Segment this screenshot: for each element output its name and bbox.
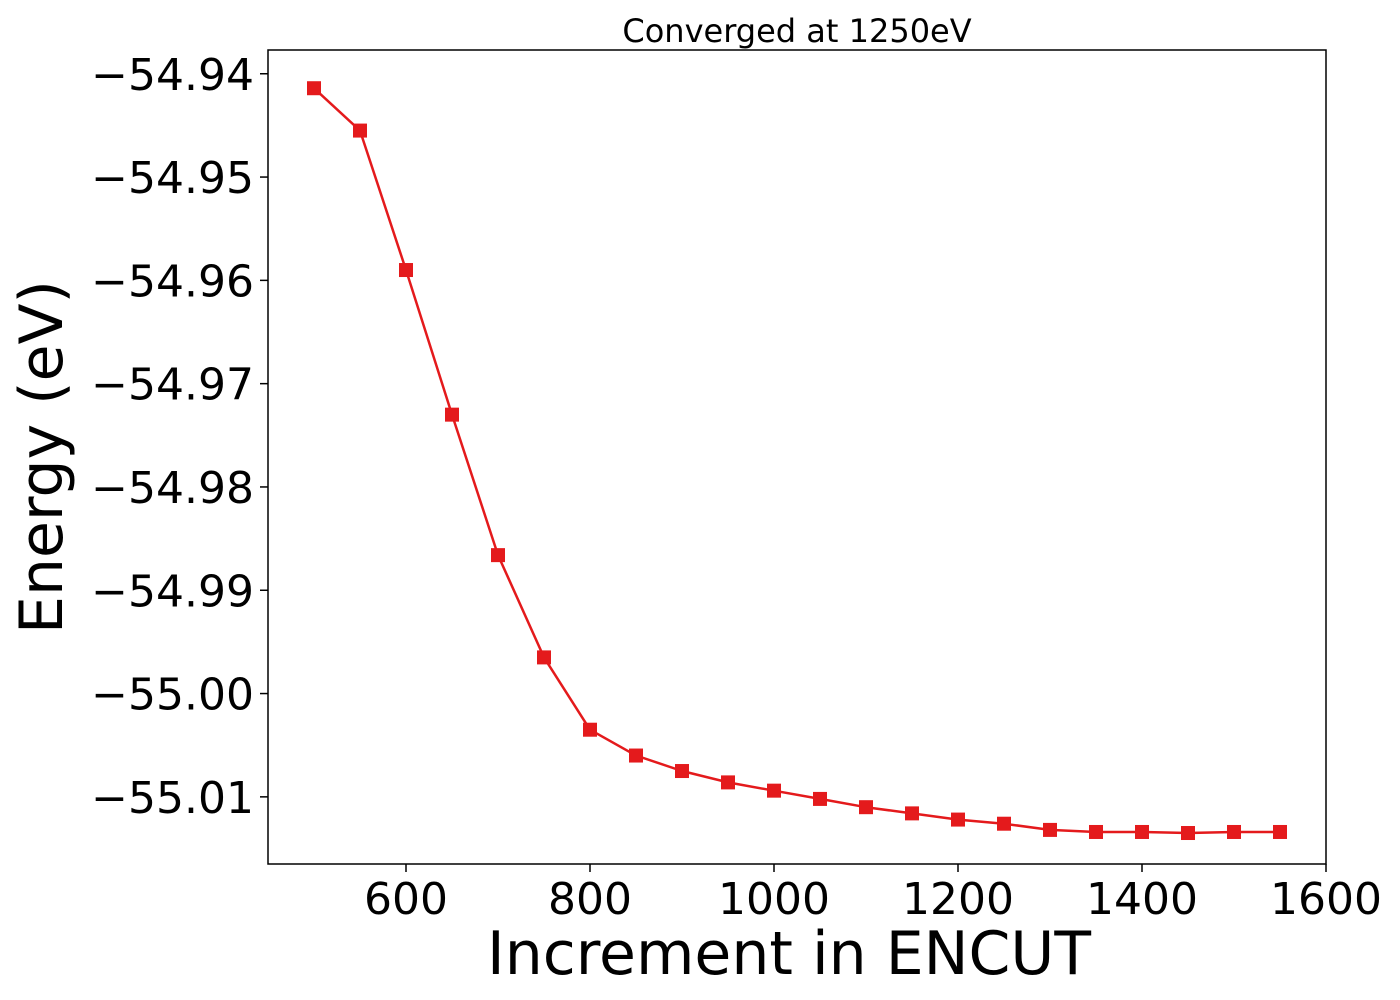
data-point	[537, 650, 551, 665]
data-point	[813, 791, 827, 806]
x-axis-ticks: 600 800 1000 1200 1400 1600	[364, 864, 1382, 925]
data-point	[1089, 824, 1103, 839]
y-axis-ticks: −54.94 −54.95 −54.96 −54.97 −54.98 −54.99 −55.…	[91, 50, 268, 824]
data-point	[445, 407, 459, 422]
series-line	[313, 87, 1280, 835]
data-point	[583, 722, 597, 737]
x-tick-label: 1600	[1270, 874, 1382, 925]
x-tick-label: 800	[548, 874, 632, 925]
y-tick-label: −54.99	[91, 566, 254, 617]
series-group	[307, 81, 1287, 841]
data-point	[905, 806, 919, 821]
x-tick-label: 600	[364, 874, 448, 925]
data-point	[353, 123, 367, 138]
x-axis-label: Increment in ENCUT	[487, 919, 1091, 989]
chart-title: Converged at 1250eV	[622, 12, 971, 50]
data-point	[629, 748, 643, 763]
y-tick-label: −54.95	[91, 153, 254, 204]
x-tick-label: 1000	[718, 874, 830, 925]
data-point	[399, 263, 413, 278]
y-tick-label: −55.01	[91, 773, 254, 824]
plot-frame	[267, 49, 1327, 865]
data-point	[1227, 824, 1241, 839]
y-tick-label: −54.96	[91, 256, 254, 307]
y-tick-label: −55.00	[91, 670, 254, 721]
data-point	[307, 81, 321, 96]
y-tick-label: −54.98	[91, 463, 254, 514]
data-point	[951, 812, 965, 827]
data-point	[997, 816, 1011, 831]
data-point	[1273, 824, 1287, 839]
data-point	[859, 800, 873, 815]
y-tick-label: −54.97	[91, 360, 254, 411]
data-point	[1135, 824, 1149, 839]
data-point	[675, 764, 689, 779]
data-point	[721, 775, 735, 790]
data-point	[1181, 826, 1195, 841]
data-point	[1043, 822, 1057, 837]
y-tick-label: −54.94	[91, 50, 254, 101]
x-tick-label: 1400	[1086, 874, 1198, 925]
y-axis-label: Energy (eV)	[7, 280, 77, 634]
data-point	[767, 783, 781, 798]
data-point	[491, 548, 505, 563]
x-tick-label: 1200	[902, 874, 1014, 925]
